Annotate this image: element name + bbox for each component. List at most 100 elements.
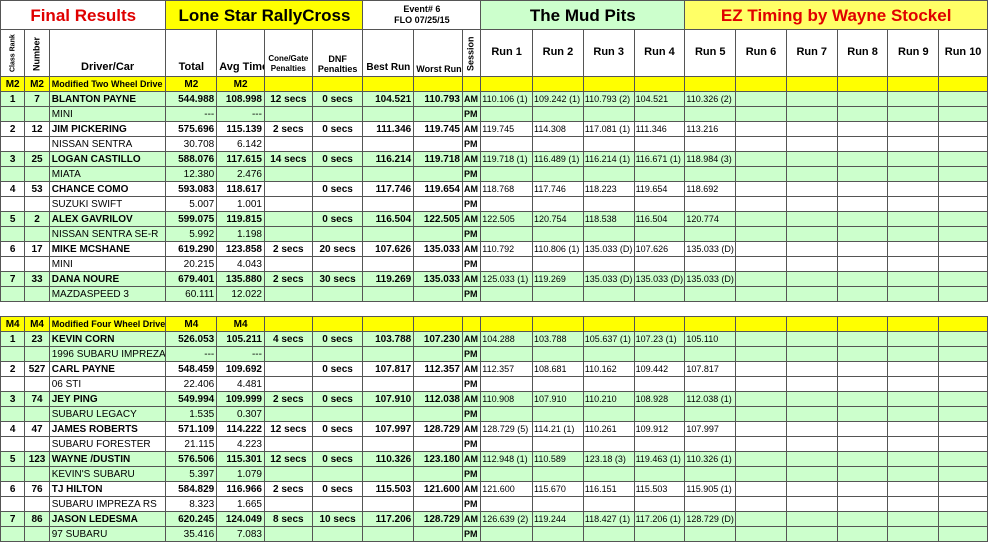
rank-empty	[0, 466, 26, 482]
run-7-pm	[785, 526, 838, 542]
run-1-pm	[480, 226, 534, 242]
driver-name: JASON LEDESMA	[48, 511, 167, 527]
run-8-pm	[836, 286, 889, 302]
run-2-pm	[532, 376, 584, 392]
avg-behind: 0.307	[216, 406, 265, 422]
run-10-time	[938, 271, 988, 287]
avg-behind: 1.001	[216, 196, 265, 212]
run-4-pm	[633, 226, 686, 242]
run-6-pm	[735, 256, 787, 272]
class-header-empty	[633, 76, 686, 92]
car-number: 25	[24, 151, 50, 167]
run-3-pm	[582, 226, 635, 242]
worst-run: 119.718	[413, 151, 463, 167]
session-am: AM	[461, 421, 482, 437]
run-6-time	[735, 361, 787, 377]
empty-cell	[362, 106, 415, 122]
header-best-run: Best Run	[362, 29, 415, 77]
empty-cell	[362, 496, 415, 512]
avg-time: 119.815	[216, 211, 265, 227]
run-7-time	[785, 151, 838, 167]
run-3-pm	[582, 166, 635, 182]
run-6-pm	[735, 136, 787, 152]
run-6-time	[735, 391, 787, 407]
dnf-penalties: 0 secs	[311, 91, 364, 107]
run-5-time: 115.905 (1)	[684, 481, 737, 497]
cone-penalties: 4 secs	[263, 331, 313, 347]
table-row-car: MAZDASPEED 3 60.111 12.022 PM	[0, 286, 988, 302]
run-10-pm	[938, 136, 988, 152]
worst-run: 121.600	[413, 481, 463, 497]
car-number: 123	[24, 451, 50, 467]
empty-cell	[413, 436, 463, 452]
number-empty	[24, 436, 50, 452]
run-8-pm	[836, 346, 889, 362]
car-number: 76	[24, 481, 50, 497]
class-header-empty	[263, 316, 313, 332]
run-1-pm	[480, 286, 534, 302]
run-6-pm	[735, 436, 787, 452]
class-rank: 6	[0, 481, 26, 497]
empty-cell	[362, 226, 415, 242]
header-number: Number	[24, 29, 50, 77]
run-6-time	[735, 151, 787, 167]
run-2-time: 116.489 (1)	[532, 151, 584, 167]
run-6-pm	[735, 406, 787, 422]
run-6-pm	[735, 106, 787, 122]
run-10-pm	[938, 256, 988, 272]
run-3-pm	[582, 526, 635, 542]
run-8-time	[836, 511, 889, 527]
class-rank: 5	[0, 211, 26, 227]
run-7-pm	[785, 496, 838, 512]
dnf-penalties: 0 secs	[311, 481, 364, 497]
run-4-time: 117.206 (1)	[633, 511, 686, 527]
empty-cell	[263, 346, 313, 362]
run-8-time	[836, 361, 889, 377]
table-row: 6 76 TJ HILTON 584.829 116.966 2 secs 0 secs 11…	[0, 481, 988, 497]
total-behind: 12.380	[165, 166, 218, 182]
number-empty	[24, 226, 50, 242]
run-2-time: 108.681	[532, 361, 584, 377]
run-6-time	[735, 121, 787, 137]
total-behind: 60.111	[165, 286, 218, 302]
run-1-time: 121.600	[480, 481, 534, 497]
total-behind: 22.406	[165, 376, 218, 392]
run-8-time	[836, 331, 889, 347]
total-behind: 8.323	[165, 496, 218, 512]
class-avg-code: M2	[216, 76, 265, 92]
class-rank: 2	[0, 121, 26, 137]
run-8-pm	[836, 496, 889, 512]
header-run-6: Run 6	[735, 29, 787, 77]
rank-empty	[0, 286, 26, 302]
run-5-pm	[684, 256, 737, 272]
empty-cell	[362, 346, 415, 362]
run-5-pm	[684, 436, 737, 452]
session-pm: PM	[461, 256, 482, 272]
class-header-empty	[785, 76, 838, 92]
table-row-car: MIATA 12.380 2.476 PM	[0, 166, 988, 182]
number-empty	[24, 136, 50, 152]
driver-name: JAMES ROBERTS	[48, 421, 167, 437]
run-4-time: 119.463 (1)	[633, 451, 686, 467]
avg-behind: 7.083	[216, 526, 265, 542]
run-6-pm	[735, 496, 787, 512]
run-2-time: 114.21 (1)	[532, 421, 584, 437]
empty-cell	[263, 496, 313, 512]
run-5-pm	[684, 106, 737, 122]
run-1-pm	[480, 496, 534, 512]
table-row-car: KEVIN'S SUBARU 5.397 1.079 PM	[0, 466, 988, 482]
run-10-time	[938, 421, 988, 437]
dnf-penalties: 0 secs	[311, 211, 364, 227]
empty-cell	[311, 526, 364, 542]
run-10-time	[938, 391, 988, 407]
run-4-time: 107.626	[633, 241, 686, 257]
cone-penalties: 8 secs	[263, 511, 313, 527]
empty-cell	[263, 226, 313, 242]
run-9-time	[887, 361, 940, 377]
class-header-empty	[362, 76, 415, 92]
empty-cell	[362, 256, 415, 272]
event-info: Event# 6 FLO 07/25/15	[362, 0, 482, 30]
run-7-time	[785, 211, 838, 227]
run-3-time: 118.427 (1)	[582, 511, 635, 527]
avg-behind: 1.665	[216, 496, 265, 512]
